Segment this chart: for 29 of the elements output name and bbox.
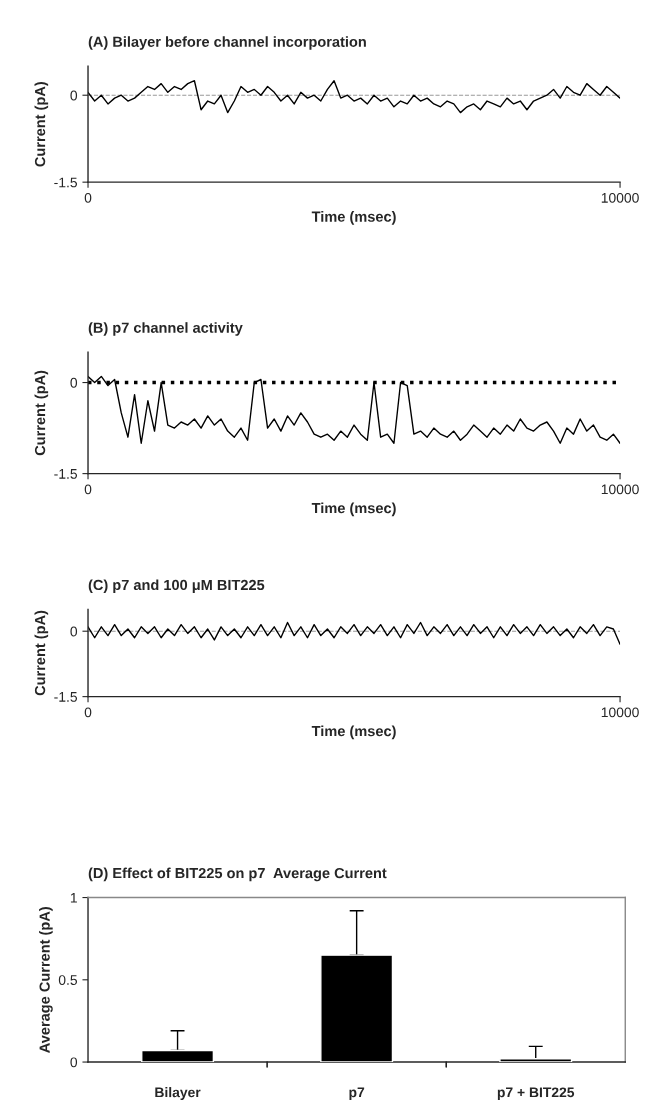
y-axis-title: Current (pA) — [34, 81, 49, 167]
x-tick-label: 10000 — [601, 484, 639, 495]
line-series — [88, 80, 621, 114]
y-axis-title: Current (pA) — [34, 370, 49, 456]
chart-title: (C) p7 and 100 μM BIT225 — [88, 579, 265, 593]
y-tick-label: -1.5 — [54, 692, 78, 702]
x-tick-label: p7 + BIT225 — [497, 1087, 575, 1100]
y-tick-label: 0 — [70, 626, 78, 637]
line-series — [88, 621, 621, 645]
y-tick-label: 1 — [70, 893, 77, 903]
chart-title: (A) Bilayer before channel incorporation — [88, 36, 366, 50]
x-axis-title: Time (msec) — [311, 211, 396, 225]
y-tick-label: 0.5 — [58, 975, 78, 985]
y-tick-label: 0 — [70, 377, 78, 388]
x-tick-label: 10000 — [601, 192, 639, 203]
chart-title: (D) Effect of BIT225 on p7 Average Current — [88, 867, 387, 882]
y-axis-title: Current (pA) — [34, 610, 49, 696]
y-axis-title: Average Current (pA) — [39, 907, 53, 1053]
line-series — [88, 375, 621, 444]
x-tick-label: p7 — [349, 1087, 365, 1100]
x-axis-title: Time (msec) — [311, 502, 396, 517]
y-tick-label: 0 — [70, 90, 78, 101]
y-tick-label: 0 — [70, 1057, 78, 1068]
chart-title: (B) p7 channel activity — [88, 322, 243, 336]
y-tick-label: -1.5 — [54, 177, 78, 188]
y-tick-label: -1.5 — [54, 469, 78, 479]
x-axis-title: Time (msec) — [311, 725, 396, 740]
x-tick-label: Bilayer — [155, 1087, 201, 1100]
x-tick-label: 10000 — [601, 707, 639, 718]
